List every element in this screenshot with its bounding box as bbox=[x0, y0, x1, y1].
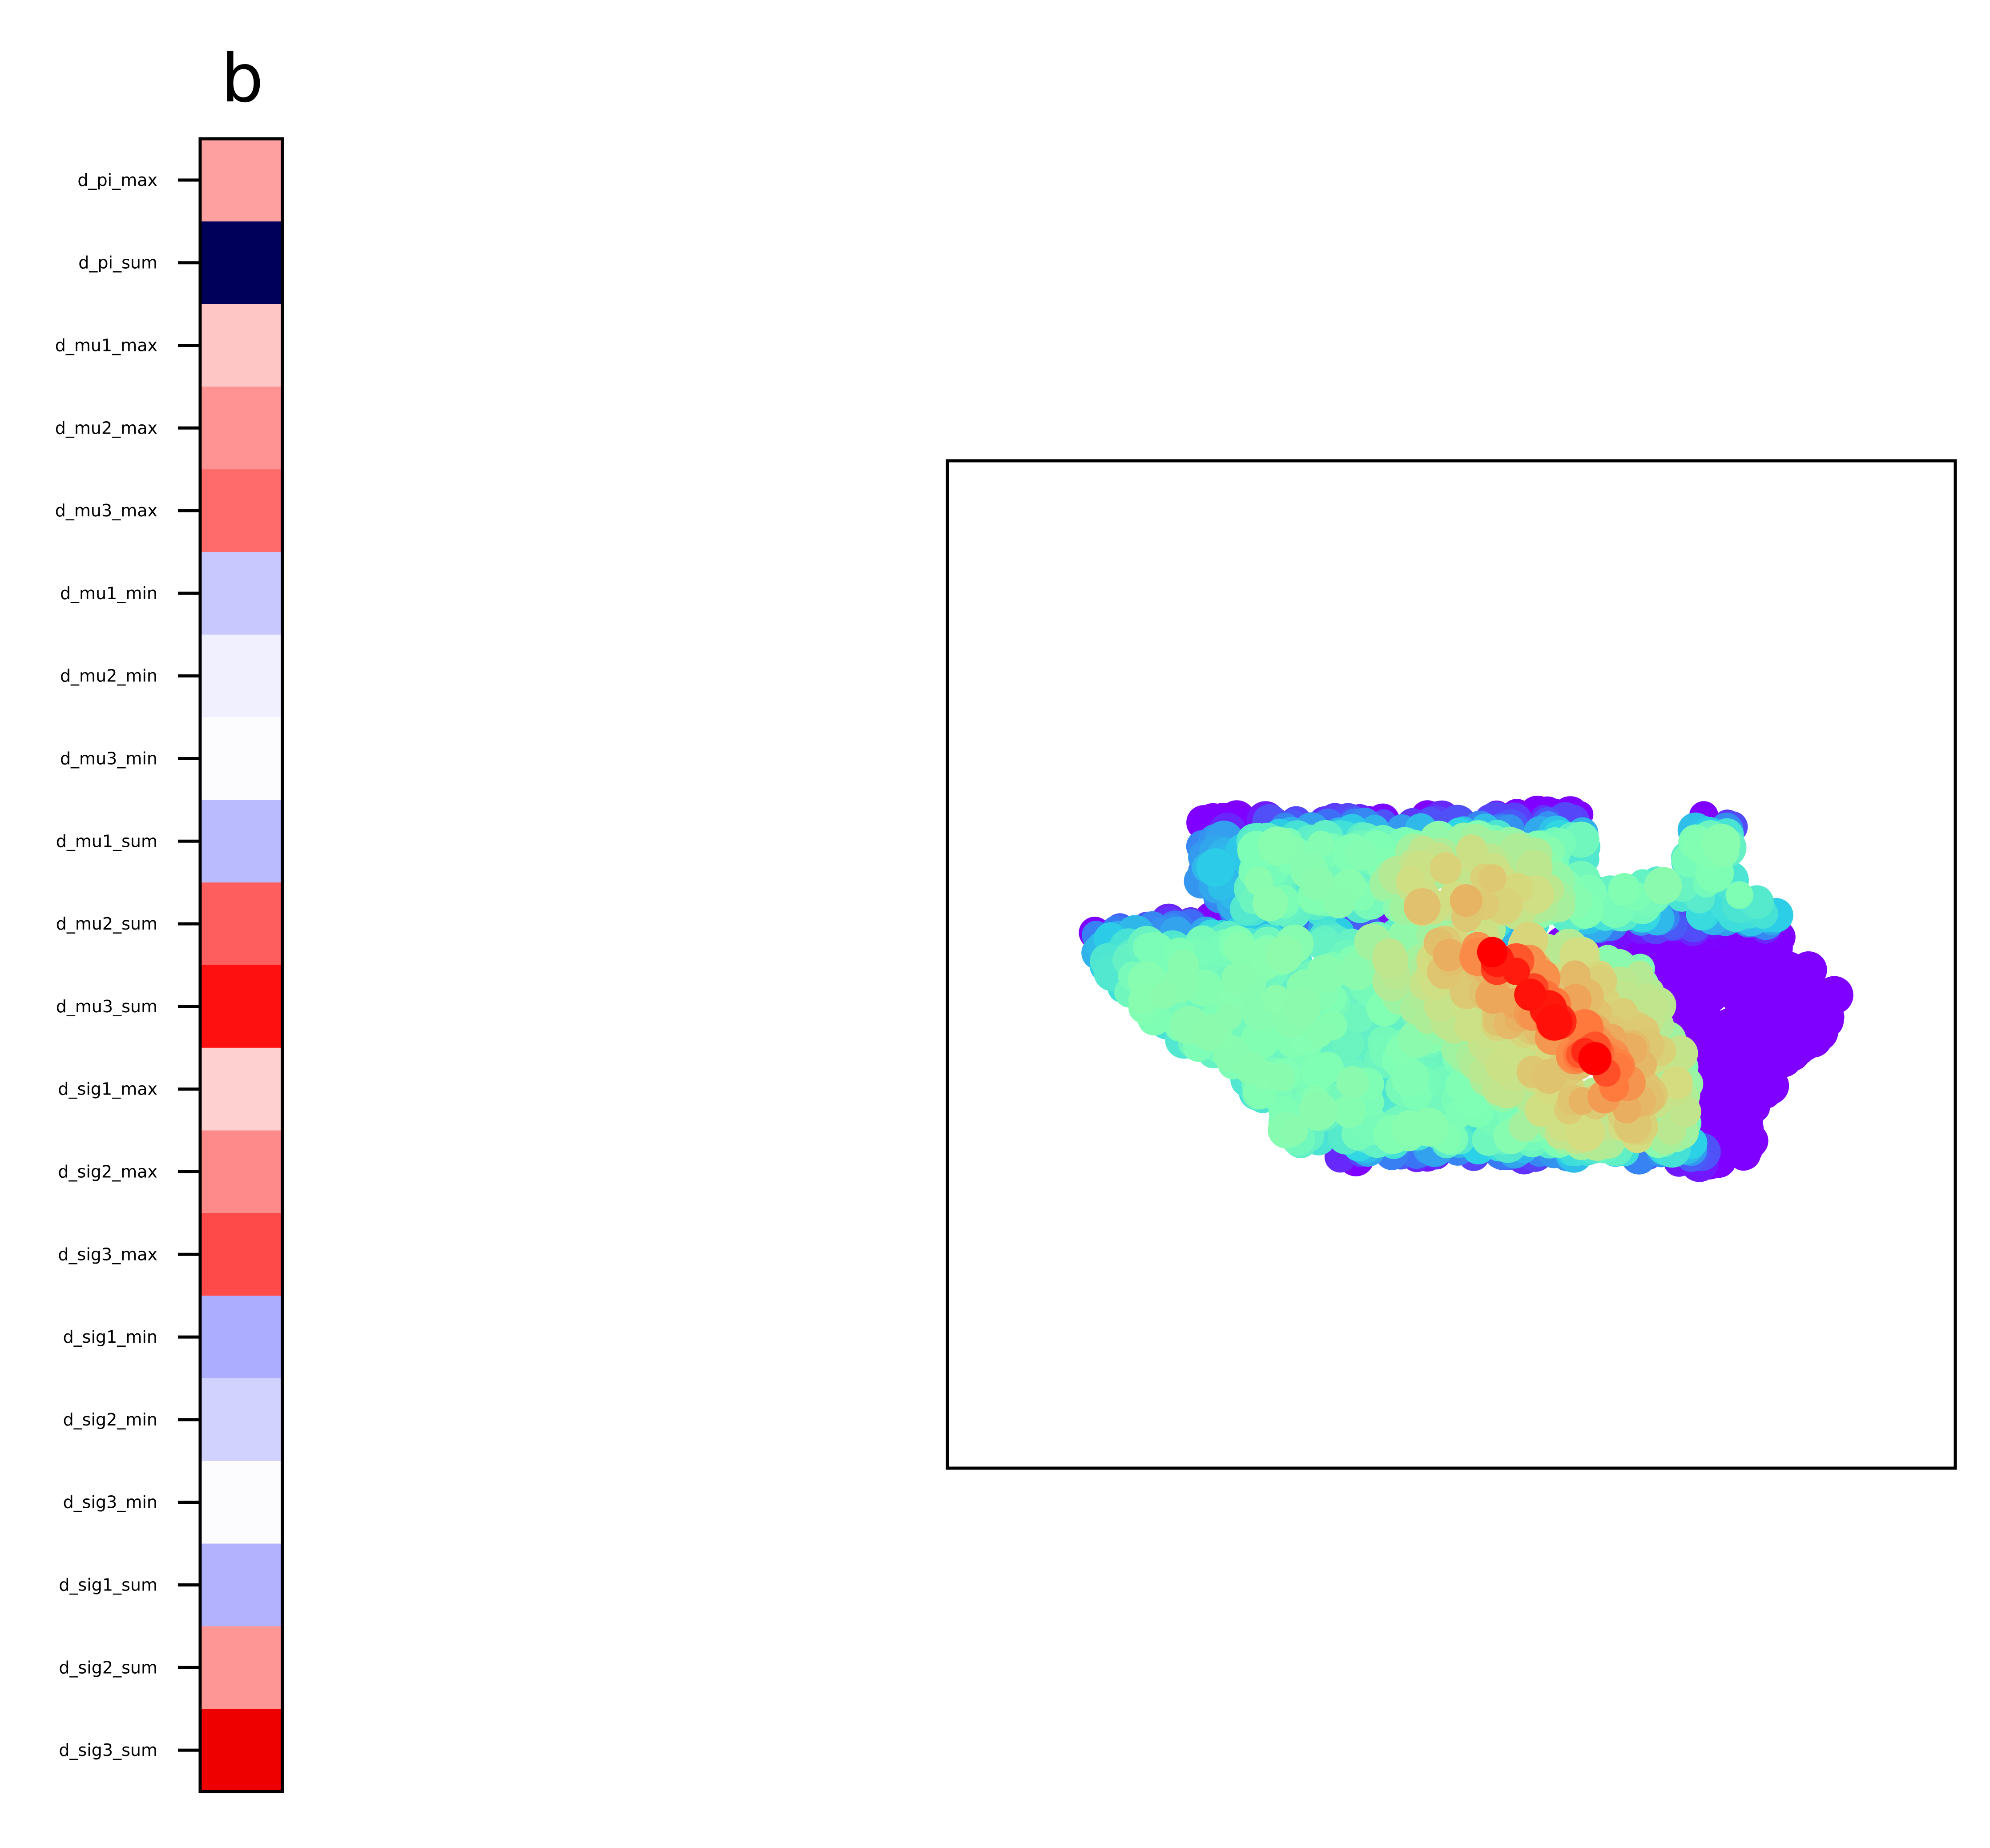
scatter-point bbox=[1450, 884, 1482, 917]
scatter-point bbox=[1307, 830, 1334, 858]
heatmap-tick-label: d_mu3_max bbox=[55, 501, 157, 520]
heatmap-tick-label: d_sig3_sum bbox=[59, 1740, 157, 1760]
scatter-point bbox=[1342, 1002, 1374, 1033]
heatmap-tick-label: d_mu2_max bbox=[55, 418, 157, 438]
heatmap-tick-label: d_mu2_min bbox=[60, 666, 157, 686]
heatmap-tick-label: d_mu1_min bbox=[60, 584, 157, 603]
scatter-point bbox=[1403, 888, 1441, 925]
heatmap-cell-d_sig1_min bbox=[200, 1296, 282, 1379]
heatmap-cell-d_sig3_sum bbox=[200, 1709, 282, 1792]
heatmap-cell-d_mu2_max bbox=[200, 387, 282, 470]
scatter-point bbox=[1257, 826, 1297, 866]
scatter-point bbox=[1475, 978, 1511, 1014]
scatter-point bbox=[1644, 867, 1682, 905]
scatter-point bbox=[1267, 1063, 1296, 1091]
heatmap-frame bbox=[198, 137, 284, 1793]
heatmap-tick-label: d_sig1_sum bbox=[59, 1575, 157, 1595]
heatmap-tick-label: d_sig3_max bbox=[58, 1244, 157, 1264]
heatmap-tick-label: d_pi_sum bbox=[78, 253, 157, 273]
scatter-point bbox=[1192, 1016, 1227, 1051]
scatter-point bbox=[1336, 1066, 1369, 1099]
heatmap-cell-d_sig2_sum bbox=[200, 1626, 282, 1709]
scatter-point bbox=[1478, 864, 1507, 893]
scatter-point bbox=[1456, 834, 1487, 866]
scatter-point bbox=[1234, 1051, 1267, 1085]
scatter-point bbox=[1609, 877, 1637, 906]
heatmap-cell-d_pi_sum bbox=[200, 221, 282, 305]
heatmap-cell-d_sig1_sum bbox=[200, 1543, 282, 1627]
heatmap-cell-d_mu2_min bbox=[200, 634, 282, 718]
heatmap-tick-label: d_sig2_min bbox=[63, 1410, 157, 1429]
heatmap-cell-d_pi_max bbox=[200, 139, 282, 222]
heatmap-cell-d_mu1_sum bbox=[200, 800, 282, 883]
heatmap-tick-label: d_mu1_sum bbox=[56, 831, 157, 851]
scatter-point bbox=[1221, 962, 1254, 995]
scatter-point bbox=[1578, 1042, 1612, 1075]
scatter-panel bbox=[946, 459, 1957, 1470]
scatter-point bbox=[1701, 823, 1740, 862]
scatter-point bbox=[1372, 942, 1409, 978]
heatmap-tick-label: d_sig1_min bbox=[63, 1327, 157, 1347]
scatter-point bbox=[1323, 886, 1355, 918]
scatter-point bbox=[1536, 1004, 1573, 1041]
scatter-point bbox=[1196, 848, 1235, 887]
scatter-point bbox=[1477, 937, 1508, 968]
scatter-points bbox=[1079, 795, 1853, 1182]
heatmap-tick-label: d_pi_max bbox=[77, 170, 157, 190]
heatmap-cell-d_mu3_max bbox=[200, 469, 282, 552]
heatmap-cell-d_mu3_min bbox=[200, 717, 282, 800]
scatter-point bbox=[1298, 1091, 1338, 1131]
heatmap-tick-label: d_mu3_min bbox=[60, 749, 157, 769]
heatmap-panel: b d_pi_max d_pi_sum d_mu1_max d_mu2_max d_mu… bbox=[55, 40, 284, 1793]
heatmap-cell-d_sig3_min bbox=[200, 1461, 282, 1544]
scatter-point bbox=[1223, 932, 1255, 964]
scatter-point bbox=[1241, 1020, 1280, 1059]
scatter-point bbox=[1305, 1019, 1334, 1047]
heatmap-cell-d_sig2_max bbox=[200, 1130, 282, 1213]
heatmap-cell-d_mu3_sum bbox=[200, 965, 282, 1048]
heatmap-cell-d_sig2_min bbox=[200, 1378, 282, 1461]
scatter-point bbox=[1282, 987, 1321, 1027]
scatter-frame bbox=[946, 459, 1957, 1470]
heatmap-cells bbox=[200, 139, 282, 1792]
scatter-point bbox=[1391, 1059, 1430, 1098]
scatter-point bbox=[1300, 866, 1335, 901]
scatter-point bbox=[1790, 951, 1827, 989]
scatter-point bbox=[1265, 935, 1304, 974]
heatmap-tick-label: d_mu1_max bbox=[55, 336, 157, 355]
scatter-point bbox=[1815, 976, 1853, 1015]
scatter-point bbox=[1311, 1051, 1344, 1084]
scatter-point bbox=[1345, 837, 1378, 870]
heatmap-tick-label: d_sig2_sum bbox=[59, 1658, 157, 1677]
heatmap-cell-d_mu2_sum bbox=[200, 882, 282, 966]
scatter-point bbox=[1660, 1066, 1693, 1099]
heatmap-tick-label: d_sig1_max bbox=[58, 1079, 157, 1099]
scatter-point bbox=[1252, 886, 1289, 922]
panel-title: b bbox=[221, 40, 263, 117]
scatter-point bbox=[1433, 938, 1466, 971]
heatmap-cell-d_sig3_max bbox=[200, 1213, 282, 1296]
scatter-point bbox=[1725, 881, 1753, 909]
scatter-point bbox=[1410, 1107, 1449, 1147]
scatter-point bbox=[1150, 981, 1178, 1009]
scatter-point bbox=[1514, 978, 1547, 1011]
heatmap-tick-label: d_mu3_sum bbox=[56, 997, 157, 1016]
heatmap-cell-d_sig1_max bbox=[200, 1047, 282, 1131]
scatter-point bbox=[1532, 1059, 1567, 1094]
scatter-point bbox=[1280, 1118, 1308, 1145]
heatmap-cell-d_mu1_max bbox=[200, 304, 282, 387]
heatmap-ticks bbox=[178, 178, 200, 1752]
scatter-point bbox=[1430, 852, 1462, 884]
scatter-point bbox=[1396, 866, 1425, 894]
scatter-point bbox=[1338, 952, 1377, 990]
scatter-point bbox=[1454, 1012, 1484, 1042]
heatmap-tick-label: d_sig3_min bbox=[63, 1493, 157, 1512]
heatmap-tick-label: d_mu2_sum bbox=[56, 914, 157, 934]
heatmap-tick-labels: d_pi_max d_pi_sum d_mu1_max d_mu2_max d_mu3_… bbox=[55, 170, 157, 1760]
heatmap-tick-label: d_sig2_max bbox=[58, 1162, 157, 1182]
scatter-point bbox=[1559, 960, 1591, 991]
scatter-point bbox=[1332, 1094, 1366, 1128]
heatmap-cell-d_mu1_min bbox=[200, 552, 282, 635]
